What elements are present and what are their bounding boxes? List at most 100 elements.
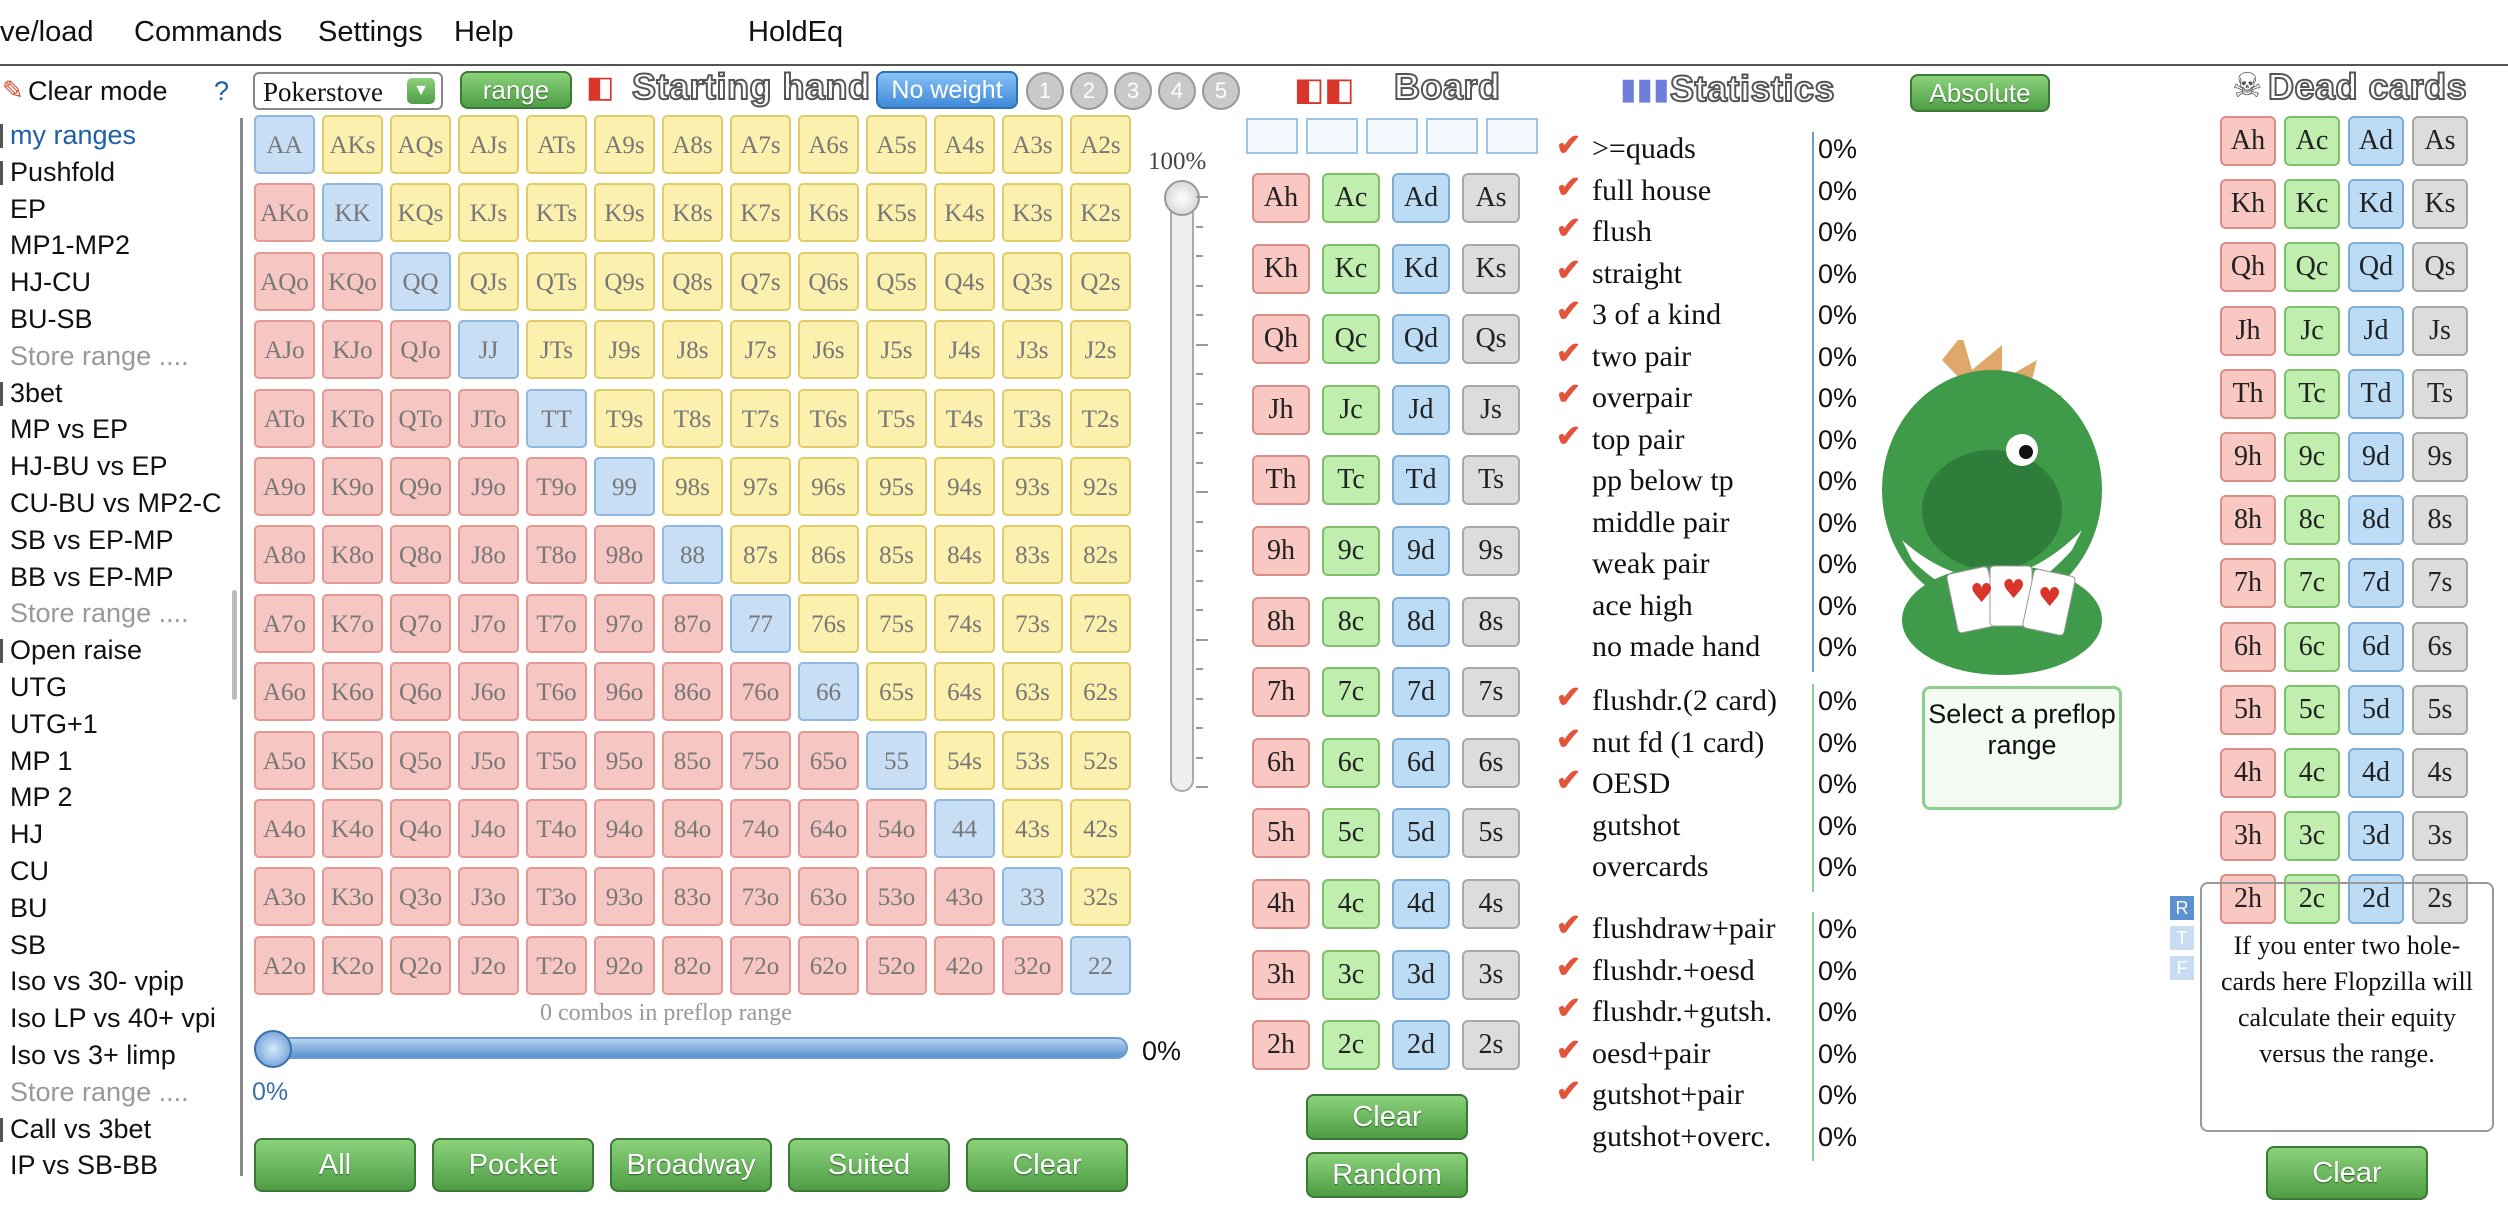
matrix-cell-Q9s[interactable]: Q9s [594,251,655,311]
matrix-cell-53s[interactable]: 53s [1002,730,1063,790]
board-slot-4[interactable] [1426,118,1478,154]
dead-card-Ks[interactable]: Ks [2412,179,2468,230]
rtf-toggle-R[interactable]: R [2170,896,2194,920]
clear-hands-button[interactable]: Clear [966,1138,1128,1192]
range-tree-item[interactable]: MP vs EP [10,414,129,445]
dead-card-6d[interactable]: 6d [2348,621,2404,672]
dead-card-3c[interactable]: 3c [2284,811,2340,862]
board-card-2h[interactable]: 2h [1252,1020,1310,1071]
matrix-cell-K7s[interactable]: K7s [730,183,791,243]
matrix-cell-ATo[interactable]: ATo [254,388,315,448]
matrix-cell-AJs[interactable]: AJs [458,115,519,174]
matrix-cell-A4s[interactable]: A4s [934,115,995,174]
board-card-8d[interactable]: 8d [1392,596,1450,647]
dead-card-Ts[interactable]: Ts [2412,368,2468,419]
dead-card-8c[interactable]: 8c [2284,495,2340,546]
board-card-Jc[interactable]: Jc [1322,384,1380,435]
matrix-cell-43o[interactable]: 43o [934,867,995,927]
dead-cards-clear-button[interactable]: Clear [2266,1146,2428,1200]
matrix-cell-K7o[interactable]: K7o [322,593,383,653]
board-card-Tc[interactable]: Tc [1322,455,1380,506]
board-card-Qh[interactable]: Qh [1252,314,1310,365]
matrix-cell-Q8s[interactable]: Q8s [662,251,723,311]
range-tree-item[interactable]: SB vs EP-MP [10,524,174,555]
matrix-cell-87o[interactable]: 87o [662,593,723,653]
board-card-9c[interactable]: 9c [1322,526,1380,576]
range-tree-item[interactable]: UTG [10,672,67,702]
matrix-cell-62o[interactable]: 62o [798,935,859,995]
matrix-cell-AQo[interactable]: AQo [254,251,315,311]
matrix-cell-J4s[interactable]: J4s [934,320,995,380]
matrix-cell-84s[interactable]: 84s [934,525,995,585]
range-tree-item[interactable]: Iso vs 3+ limp [10,1040,176,1070]
matrix-cell-K5s[interactable]: K5s [866,183,927,243]
check-icon[interactable]: ✔ [1556,909,1582,942]
matrix-cell-K2o[interactable]: K2o [322,935,383,995]
matrix-cell-Q6o[interactable]: Q6o [390,662,451,722]
dead-card-Kd[interactable]: Kd [2348,179,2404,230]
board-card-Ks[interactable]: Ks [1462,243,1520,294]
matrix-cell-93o[interactable]: 93o [594,867,655,927]
board-card-3s[interactable]: 3s [1462,949,1520,1000]
menu-save-load[interactable]: ve/load [0,16,94,48]
range-button[interactable]: range [460,71,572,109]
dead-card-6h[interactable]: 6h [2220,621,2276,672]
matrix-cell-T3s[interactable]: T3s [1002,388,1063,448]
board-card-5d[interactable]: 5d [1392,808,1450,859]
matrix-cell-97s[interactable]: 97s [730,457,791,516]
range-tree-item[interactable]: Store range .... [10,598,189,629]
matrix-cell-J5o[interactable]: J5o [458,730,519,790]
matrix-cell-73s[interactable]: 73s [1002,593,1063,653]
range-percent-slider-track[interactable] [258,1037,1128,1059]
check-icon[interactable]: ✔ [1556,212,1582,245]
matrix-cell-54o[interactable]: 54o [866,799,927,858]
check-icon[interactable]: ✔ [1556,336,1582,370]
matrix-cell-22[interactable]: 22 [1070,935,1131,995]
matrix-cell-A8s[interactable]: A8s [662,115,723,174]
menu-settings[interactable]: Settings [318,16,423,48]
dead-card-Ad[interactable]: Ad [2348,116,2404,166]
dead-card-5c[interactable]: 5c [2284,684,2340,735]
matrix-cell-Q4o[interactable]: Q4o [390,799,451,858]
board-card-3h[interactable]: 3h [1252,949,1310,1000]
dead-card-Tc[interactable]: Tc [2284,368,2340,419]
matrix-cell-65o[interactable]: 65o [798,730,859,790]
matrix-cell-95s[interactable]: 95s [866,457,927,516]
matrix-cell-87s[interactable]: 87s [730,525,791,585]
matrix-cell-Q2o[interactable]: Q2o [390,935,451,995]
dead-card-4h[interactable]: 4h [2220,748,2276,798]
board-card-6d[interactable]: 6d [1392,737,1450,788]
matrix-cell-64s[interactable]: 64s [934,662,995,722]
board-slot-1[interactable] [1246,118,1298,154]
panel-scrollbar[interactable] [232,590,237,700]
board-card-6s[interactable]: 6s [1462,737,1520,788]
board-card-7h[interactable]: 7h [1252,667,1310,718]
weight-slider-track[interactable] [1170,188,1194,792]
matrix-cell-J8s[interactable]: J8s [662,320,723,380]
dead-card-As[interactable]: As [2412,116,2468,166]
range-tree-item[interactable]: my ranges [10,120,137,150]
board-card-4c[interactable]: 4c [1322,879,1380,929]
weight-4-button[interactable]: 4 [1158,72,1196,110]
matrix-cell-74o[interactable]: 74o [730,799,791,858]
matrix-cell-QQ[interactable]: QQ [390,251,451,311]
matrix-cell-AJo[interactable]: AJo [254,320,315,380]
matrix-cell-65s[interactable]: 65s [866,662,927,722]
range-tree-item[interactable]: EP [10,193,47,224]
matrix-cell-T7s[interactable]: T7s [730,388,791,448]
weight-3-button[interactable]: 3 [1114,72,1152,110]
range-tree-item[interactable]: BU-SB [10,304,93,334]
range-tree-item[interactable]: CU-BU vs MP2-C [10,488,222,518]
dead-card-Jh[interactable]: Jh [2220,305,2276,356]
dead-card-Kc[interactable]: Kc [2284,179,2340,230]
board-card-Ad[interactable]: Ad [1392,173,1450,223]
board-card-Qd[interactable]: Qd [1392,314,1450,365]
pocket-hands-button[interactable]: Pocket [432,1138,594,1192]
matrix-cell-75o[interactable]: 75o [730,730,791,790]
board-card-8h[interactable]: 8h [1252,596,1310,647]
board-card-7s[interactable]: 7s [1462,667,1520,718]
matrix-cell-K4s[interactable]: K4s [934,183,995,243]
matrix-cell-Q9o[interactable]: Q9o [390,457,451,516]
matrix-cell-T6o[interactable]: T6o [526,662,587,722]
suited-hands-button[interactable]: Suited [788,1138,950,1192]
